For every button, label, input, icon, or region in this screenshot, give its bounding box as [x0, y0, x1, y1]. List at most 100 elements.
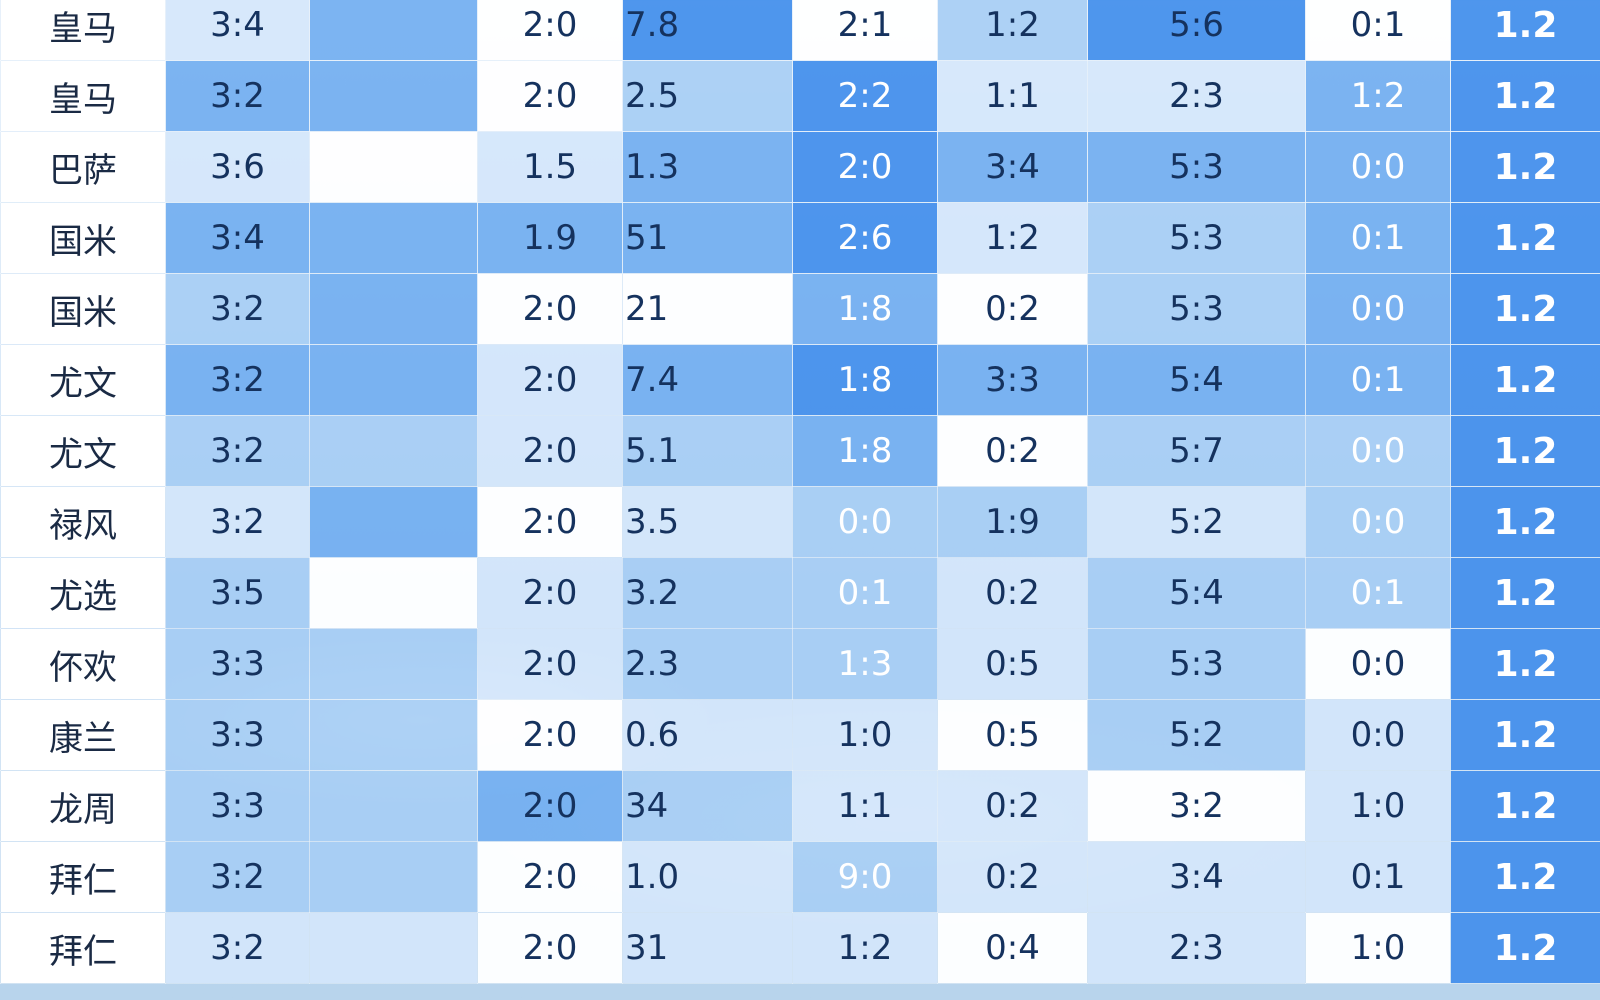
- score-cell: 1.9: [477, 202, 623, 274]
- score-cell: 3:2: [165, 912, 310, 984]
- score-cell: 0:0: [1305, 131, 1451, 203]
- score-cell: [309, 557, 478, 629]
- score-cell: 3:3: [937, 344, 1088, 416]
- score-cell: 2:1: [792, 0, 938, 61]
- score-cell: 1.5: [477, 131, 623, 203]
- odds-value-cell: 1.2: [1450, 699, 1600, 771]
- score-cell: [309, 202, 478, 274]
- score-cell: 0:1: [792, 557, 938, 629]
- odds-value-cell: 1.2: [1450, 770, 1600, 842]
- score-cell: 2:3: [1087, 912, 1306, 984]
- team-name-cell: 尤文: [0, 344, 166, 416]
- table-row[interactable]: 巴萨 3:6 1.5 1.3 2:0 3:4 5:3 0:0 1.2: [0, 131, 1600, 203]
- team-name-cell: 伓欢: [0, 628, 166, 700]
- score-cell: 0:1: [1305, 841, 1451, 913]
- score-cell: 3:2: [165, 344, 310, 416]
- score-cell: 5.1: [622, 415, 793, 487]
- score-cell: 2.3: [622, 628, 793, 700]
- score-cell: 2:0: [477, 770, 623, 842]
- score-cell: 1:2: [937, 202, 1088, 274]
- table-row[interactable]: 尤文 3:2 2:0 5.1 1:8 0:2 5:7 0:0 1.2: [0, 415, 1600, 487]
- odds-value-cell: 1.2: [1450, 486, 1600, 558]
- table-row[interactable]: 龙周 3:3 2:0 34 1:1 0:2 3:2 1:0 1.2: [0, 770, 1600, 842]
- team-name-cell: 尤选: [0, 557, 166, 629]
- score-cell: 0:1: [1305, 0, 1451, 61]
- score-cell: 0:4: [937, 912, 1088, 984]
- score-cell: [309, 486, 478, 558]
- score-cell: 3:2: [165, 60, 310, 132]
- score-cell: 1:0: [1305, 912, 1451, 984]
- score-cell: 5:4: [1087, 344, 1306, 416]
- score-cell: [309, 273, 478, 345]
- score-cell: 5:3: [1087, 131, 1306, 203]
- score-cell: 0:0: [1305, 415, 1451, 487]
- score-cell: [309, 770, 478, 842]
- odds-value-cell: 1.2: [1450, 60, 1600, 132]
- score-cell: 7.8: [622, 0, 793, 61]
- table-row[interactable]: 拜仁 3:2 2:0 31 1:2 0:4 2:3 1:0 1.2: [0, 912, 1600, 984]
- score-cell: 0:0: [792, 486, 938, 558]
- table-row[interactable]: 康兰 3:3 2:0 0.6 1:0 0:5 5:2 0:0 1.2: [0, 699, 1600, 771]
- score-cell: 5:3: [1087, 273, 1306, 345]
- table-row[interactable]: 伓欢 3:3 2:0 2.3 1:3 0:5 5:3 0:0 1.2: [0, 628, 1600, 700]
- score-cell: 3.2: [622, 557, 793, 629]
- score-cell: 1:2: [792, 912, 938, 984]
- table-row[interactable]: 国米 3:4 1.9 51 2:6 1:2 5:3 0:1 1.2: [0, 202, 1600, 274]
- score-cell: 5:3: [1087, 628, 1306, 700]
- team-name-cell: 尤文: [0, 415, 166, 487]
- score-cell: 3:6: [165, 131, 310, 203]
- team-name-cell: 康兰: [0, 699, 166, 771]
- score-cell: 5:6: [1087, 0, 1306, 61]
- score-cell: 1:8: [792, 273, 938, 345]
- odds-value-cell: 1.2: [1450, 273, 1600, 345]
- score-cell: 9:0: [792, 841, 938, 913]
- score-cell: 51: [622, 202, 793, 274]
- score-cell: 1.0: [622, 841, 793, 913]
- score-cell: 1:8: [792, 415, 938, 487]
- score-cell: 0:0: [1305, 699, 1451, 771]
- score-cell: [309, 628, 478, 700]
- odds-value-cell: 1.2: [1450, 202, 1600, 274]
- score-cell: 0:1: [1305, 557, 1451, 629]
- score-cell: 0:1: [1305, 344, 1451, 416]
- team-name-cell: 国米: [0, 202, 166, 274]
- score-cell: [309, 344, 478, 416]
- score-cell: [309, 841, 478, 913]
- team-name-cell: 龙周: [0, 770, 166, 842]
- score-cell: 3:4: [1087, 841, 1306, 913]
- score-cell: 0:0: [1305, 486, 1451, 558]
- score-cell: 1.3: [622, 131, 793, 203]
- score-cell: 2:0: [477, 557, 623, 629]
- score-cell: 3:2: [165, 415, 310, 487]
- team-name-cell: 皇马: [0, 60, 166, 132]
- team-name-cell: 拜仁: [0, 912, 166, 984]
- odds-value-cell: 1.2: [1450, 628, 1600, 700]
- table-row[interactable]: 尤文 3:2 2:0 7.4 1:8 3:3 5:4 0:1 1.2: [0, 344, 1600, 416]
- score-cell: 5:2: [1087, 486, 1306, 558]
- score-cell: 0:2: [937, 770, 1088, 842]
- score-cell: 0:2: [937, 557, 1088, 629]
- score-cell: 2.5: [622, 60, 793, 132]
- score-cell: 2:0: [477, 0, 623, 61]
- table-row[interactable]: 皇马 3:2 2:0 2.5 2:2 1:1 2:3 1:2 1.2: [0, 60, 1600, 132]
- team-name-cell: 皇马: [0, 0, 166, 61]
- score-cell: 2:0: [477, 699, 623, 771]
- score-cell: [309, 699, 478, 771]
- score-cell: 0:2: [937, 841, 1088, 913]
- score-cell: 31: [622, 912, 793, 984]
- score-cell: 2:0: [477, 912, 623, 984]
- table-row[interactable]: 尤选 3:5 2:0 3.2 0:1 0:2 5:4 0:1 1.2: [0, 557, 1600, 629]
- odds-value-cell: 1.2: [1450, 415, 1600, 487]
- table-row[interactable]: 禄风 3:2 2:0 3.5 0:0 1:9 5:2 0:0 1.2: [0, 486, 1600, 558]
- table-row[interactable]: 拜仁 3:2 2:0 1.0 9:0 0:2 3:4 0:1 1.2: [0, 841, 1600, 913]
- score-cell: 3:2: [165, 273, 310, 345]
- score-cell: 1:1: [937, 60, 1088, 132]
- table-row[interactable]: 国米 3:2 2:0 21 1:8 0:2 5:3 0:0 1.2: [0, 273, 1600, 345]
- table-row[interactable]: 皇马 3:4 2:0 7.8 2:1 1:2 5:6 0:1 1.2: [0, 0, 1600, 61]
- score-cell: 0:5: [937, 628, 1088, 700]
- team-name-cell: 巴萨: [0, 131, 166, 203]
- score-cell: 5:3: [1087, 202, 1306, 274]
- score-cell: 0:1: [1305, 202, 1451, 274]
- odds-value-cell: 1.2: [1450, 0, 1600, 61]
